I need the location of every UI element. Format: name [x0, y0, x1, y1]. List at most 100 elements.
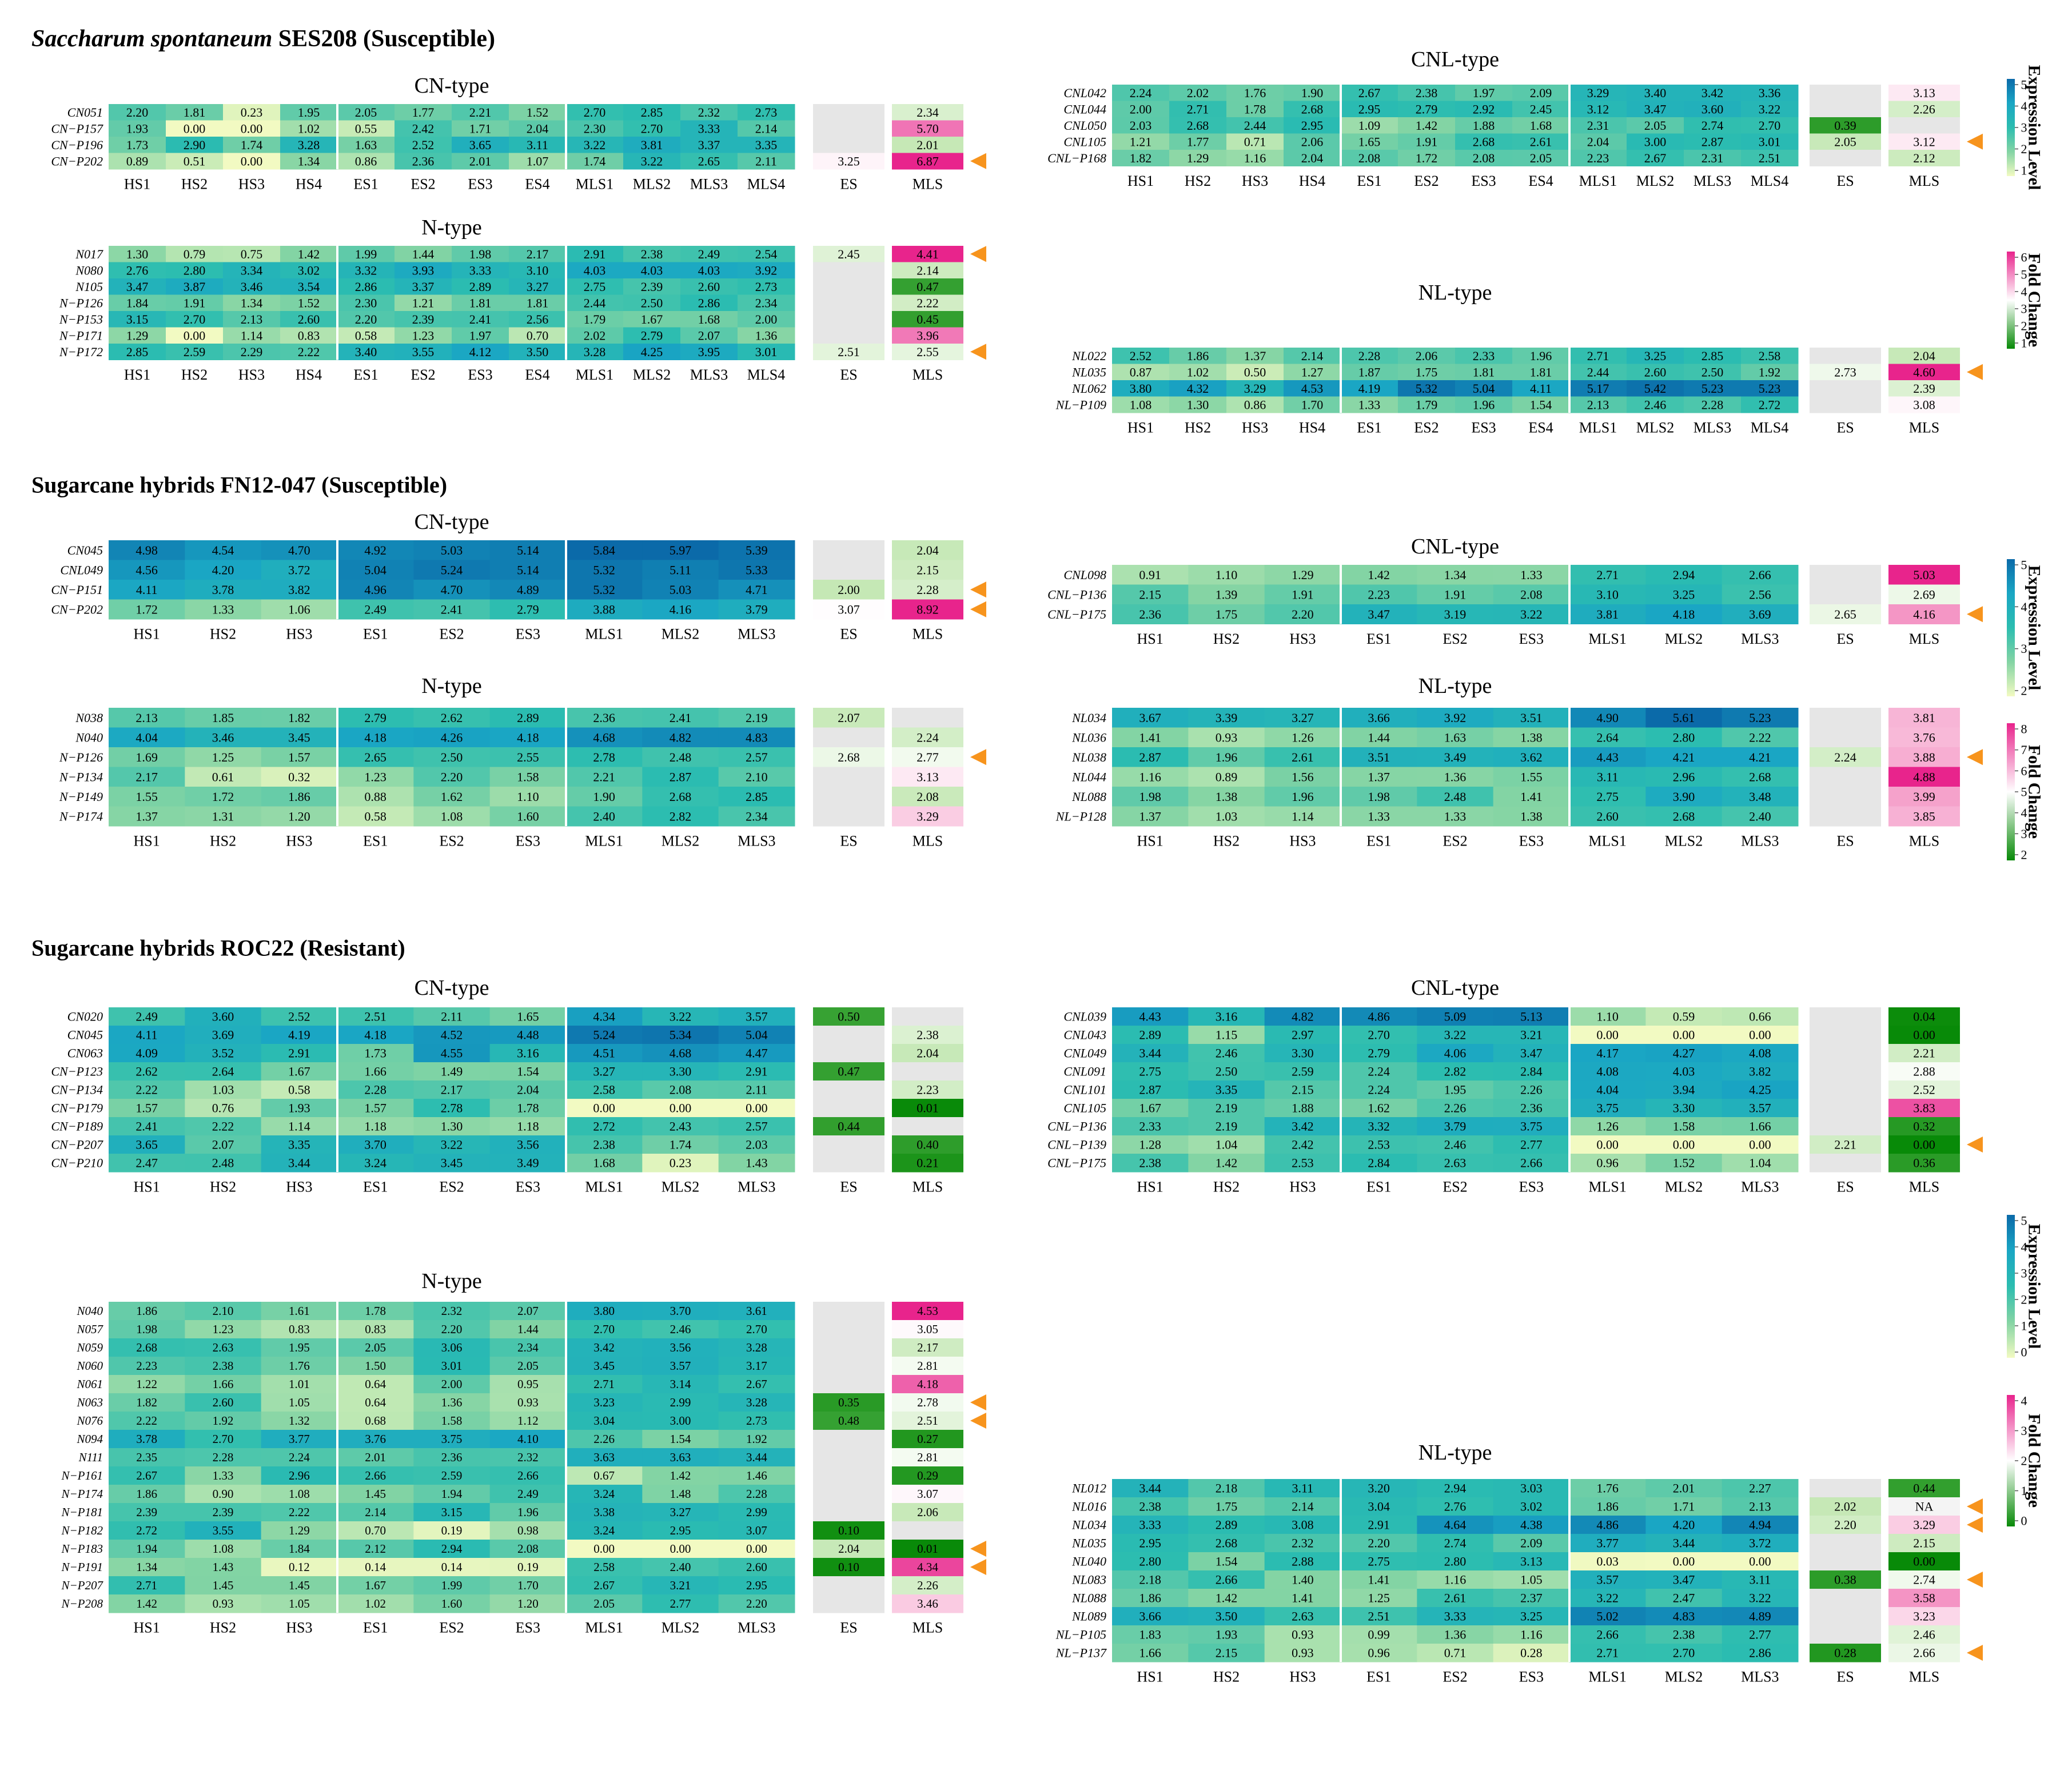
cell-value: 3.87 [184, 280, 206, 294]
column-label: ES4 [1528, 173, 1553, 189]
cell-value: 3.16 [517, 1046, 539, 1061]
cell-value: 1.42 [1416, 118, 1438, 133]
column-label: HS1 [124, 176, 150, 193]
cell-value: 3.34 [241, 263, 263, 277]
cell-value: 3.25 [1520, 1609, 1543, 1624]
cell-value: 1.73 [364, 1046, 386, 1061]
highlight-arrow-icon [970, 1394, 986, 1410]
fold-change-value: 3.05 [917, 1322, 938, 1336]
expression-cell [1341, 1007, 1417, 1026]
expression-cell [680, 262, 738, 279]
fold-change-cell [813, 1393, 884, 1412]
cell-value: 5.61 [1673, 711, 1695, 725]
fold-change-value: 2.39 [1913, 381, 1935, 396]
cell-value: 1.57 [136, 1101, 158, 1115]
cell-value: 3.22 [1596, 1591, 1619, 1605]
expression-cell [1722, 1026, 1799, 1045]
expression-cell [509, 137, 567, 153]
expression-cell [680, 104, 738, 121]
expression-cell [1627, 364, 1684, 381]
cell-value: 2.50 [1216, 1065, 1238, 1079]
cell-value: 1.31 [212, 809, 234, 823]
cell-value: 2.86 [1749, 1646, 1771, 1660]
cell-value: 2.08 [1520, 587, 1543, 601]
column-label: ES2 [1443, 833, 1467, 850]
cell-value: 2.34 [746, 809, 768, 823]
column-label: HS3 [1242, 173, 1268, 189]
cell-value: 5.14 [517, 563, 539, 577]
expression-cell [718, 1320, 795, 1339]
expression-cell [337, 1412, 414, 1430]
fold-change-cell [813, 787, 884, 807]
expression-cell [1569, 604, 1646, 624]
fc-column-label: ES [1836, 1669, 1854, 1685]
cell-value: 2.22 [298, 345, 320, 359]
expression-cell [413, 1007, 491, 1026]
cell-value: 2.36 [593, 711, 615, 725]
fold-change-value: 2.24 [917, 730, 939, 744]
expression-cell [1112, 101, 1170, 118]
cell-value: 3.00 [1644, 134, 1667, 149]
expression-cell [280, 278, 338, 295]
expression-cell [261, 787, 338, 807]
expression-cell [1512, 117, 1570, 134]
expression-cell [738, 153, 795, 170]
row-label: NL044 [1071, 770, 1106, 784]
expression-cell [1417, 1497, 1494, 1516]
expression-cell [1169, 101, 1227, 118]
column-label: HS2 [181, 366, 208, 383]
expression-cell [566, 1320, 643, 1339]
cell-value: 1.72 [212, 790, 234, 804]
cell-value: 1.18 [364, 1119, 386, 1134]
expression-cell [1341, 1117, 1417, 1136]
fold-change-value: 0.44 [1913, 1481, 1935, 1496]
column-label: MLS3 [1694, 173, 1731, 189]
cell-value: 2.79 [364, 711, 386, 725]
fold-change-cell [892, 1338, 963, 1357]
cell-value: 1.73 [126, 138, 149, 152]
cell-value: 4.12 [469, 345, 492, 359]
cell-value: 1.76 [1596, 1481, 1619, 1496]
cell-value: 1.41 [1368, 1573, 1390, 1587]
cell-value: 3.15 [126, 312, 149, 326]
cell-value: 0.23 [670, 1156, 692, 1170]
expression-cell [509, 262, 567, 279]
expression-cell [1645, 1589, 1723, 1608]
fold-change-cell [1810, 1062, 1881, 1081]
fold-change-cell [1810, 380, 1881, 397]
fold-change-value: 3.85 [1913, 809, 1935, 823]
column-label: ES1 [1366, 631, 1391, 647]
cell-value: 1.94 [441, 1487, 463, 1501]
cell-value: 2.88 [1292, 1554, 1314, 1569]
column-label: HS4 [296, 176, 322, 193]
expression-cell [1417, 1062, 1494, 1081]
cell-value: 1.33 [1444, 809, 1467, 823]
expression-cell [1645, 1607, 1723, 1626]
expression-cell [109, 1540, 185, 1558]
expression-cell [566, 1466, 643, 1485]
expression-cell [337, 1466, 414, 1485]
fold-change-cell [1810, 787, 1881, 807]
cell-value: 0.93 [1216, 730, 1238, 744]
expression-cell [489, 1099, 567, 1118]
cell-value: 1.42 [136, 1597, 157, 1610]
expression-cell [738, 262, 795, 279]
cell-value: 4.43 [1596, 750, 1619, 764]
expression-cell [738, 344, 795, 360]
fold-change-cell [892, 806, 963, 827]
fold-change-value: 0.35 [838, 1396, 859, 1409]
cell-value: 2.68 [670, 790, 692, 804]
cell-value: 1.42 [1216, 1591, 1238, 1605]
expression-cell [509, 344, 567, 360]
expression-cell [1417, 1081, 1494, 1099]
row-label: CNL105 [1063, 134, 1106, 149]
expression-cell [1722, 584, 1799, 605]
expression-cell [109, 311, 166, 328]
fold-change-value: 2.69 [1913, 587, 1935, 601]
cell-value: 3.66 [1139, 1609, 1161, 1624]
fold-change-cell [1810, 1026, 1881, 1045]
expression-cell [185, 599, 262, 620]
cell-value: 2.91 [288, 1046, 310, 1061]
cell-value: 3.57 [746, 1010, 768, 1024]
column-label: HS3 [286, 1179, 312, 1195]
